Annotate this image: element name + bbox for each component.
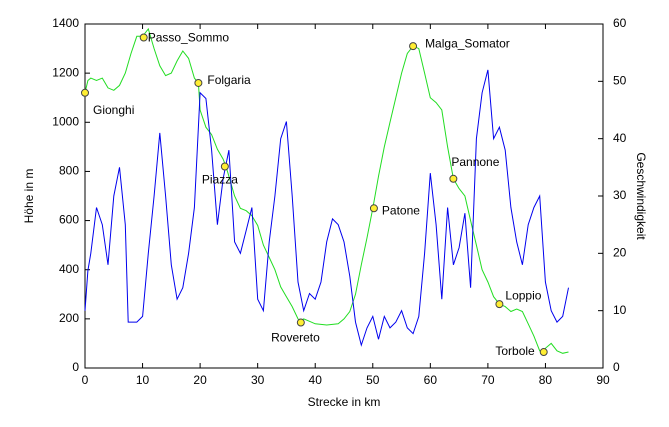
waypoint (296, 318, 305, 327)
y-axis-label: Höhe in m (22, 169, 36, 224)
waypoint-label: Piazza (202, 173, 238, 187)
waypoint-label: Rovereto (271, 331, 320, 345)
series-line (84, 69, 569, 347)
plot-frame (84, 23, 604, 369)
y-tick-label: 1000 (52, 114, 79, 128)
y2-tick-label: 10 (613, 303, 627, 317)
waypoint (194, 78, 203, 87)
series-line (84, 27, 569, 354)
waypoint-label: Gionghi (93, 103, 134, 117)
waypoint-label: Folgaria (207, 73, 251, 87)
y2-tick-label: 0 (613, 360, 620, 374)
x-tick-label: 0 (82, 373, 89, 387)
x-tick-label: 70 (481, 373, 495, 387)
waypoint (409, 42, 418, 51)
waypoint (495, 300, 504, 309)
y-tick-label: 600 (59, 213, 79, 227)
waypoint (369, 204, 378, 213)
y2-tick-label: 30 (613, 188, 627, 202)
waypoint-label: Malga_Somator (425, 36, 510, 50)
y2-axis-label: Geschwindigkeit (634, 152, 648, 240)
x-tick-label: 20 (193, 373, 207, 387)
waypoint (139, 33, 148, 42)
x-tick-label: 30 (251, 373, 265, 387)
x-tick-label: 90 (596, 373, 610, 387)
y2-tick-label: 50 (613, 74, 627, 88)
waypoint-label: Pannone (451, 155, 499, 169)
waypoint-label: Patone (382, 203, 420, 217)
waypoint (220, 162, 229, 171)
x-tick-label: 50 (366, 373, 380, 387)
waypoint (81, 88, 89, 97)
x-tick-label: 60 (424, 373, 438, 387)
y-tick-label: 0 (72, 360, 79, 374)
x-axis-label: Strecke in km (308, 395, 381, 409)
y-tick-label: 1400 (52, 16, 79, 30)
waypoint-label: Passo_Sommo (148, 31, 230, 45)
waypoint (539, 348, 548, 357)
y2-tick-label: 20 (613, 246, 627, 260)
x-tick-label: 80 (539, 373, 553, 387)
waypoint (449, 174, 458, 183)
waypoint-label: Torbole (495, 344, 535, 358)
y-tick-label: 400 (59, 262, 79, 276)
y-tick-label: 200 (59, 311, 79, 325)
y2-tick-label: 40 (613, 131, 627, 145)
y2-tick-label: 60 (613, 16, 627, 30)
x-tick-label: 10 (136, 373, 150, 387)
y-tick-label: 1200 (52, 65, 79, 79)
x-tick-label: 40 (309, 373, 323, 387)
y-tick-label: 800 (59, 164, 79, 178)
waypoint-label: Loppio (505, 288, 541, 302)
